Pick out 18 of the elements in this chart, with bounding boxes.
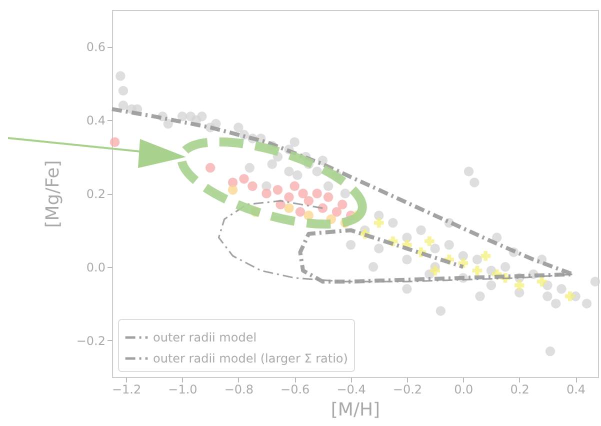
y-tick-label: 0.4 bbox=[86, 114, 106, 128]
legend-label: outer radii model (larger Σ ratio) bbox=[153, 352, 348, 366]
x-tick-label: 0.4 bbox=[566, 382, 586, 396]
x-tick-label: −1.0 bbox=[168, 382, 198, 396]
x-tick-label: −1.2 bbox=[112, 382, 142, 396]
x-tick-label: 0.0 bbox=[454, 382, 474, 396]
y-tick-label: −0.2 bbox=[76, 334, 106, 348]
y-tick-label: 0.0 bbox=[86, 260, 106, 274]
x-tick-label: 0.2 bbox=[510, 382, 530, 396]
y-axis-title: [Mg/Fe] bbox=[42, 160, 64, 228]
legend-label: outer radii model bbox=[153, 330, 257, 344]
y-tick-label: 0.2 bbox=[86, 187, 106, 201]
x-tick-label: −0.4 bbox=[336, 382, 366, 396]
x-tick-label: −0.2 bbox=[392, 382, 422, 396]
y-tick-label: 0.6 bbox=[86, 40, 106, 54]
x-tick-label: −0.8 bbox=[224, 382, 254, 396]
x-axis-title: [M/H] bbox=[330, 400, 380, 420]
x-tick-label: −0.6 bbox=[280, 382, 310, 396]
